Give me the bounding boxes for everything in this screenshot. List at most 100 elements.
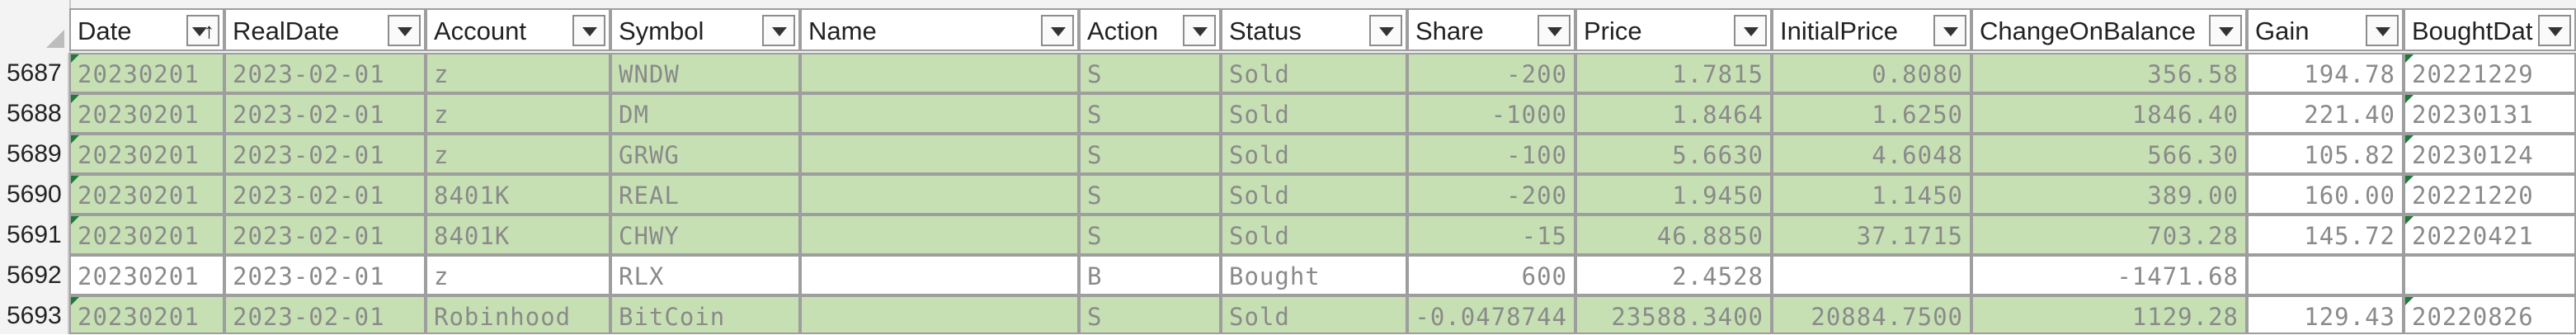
cell-symbol[interactable]: DM xyxy=(610,93,800,134)
cell-realdate[interactable]: 2023-02-01 xyxy=(224,53,426,93)
cell-realdate[interactable]: 2023-02-01 xyxy=(224,174,426,215)
sort-filter-dropdown-button[interactable]: ↑ xyxy=(186,15,219,46)
cell-initialprice[interactable] xyxy=(1772,255,1971,295)
cell-action[interactable]: S xyxy=(1079,174,1221,215)
column-header-share[interactable]: Share xyxy=(1407,8,1575,51)
cell-bought[interactable]: 20220826 xyxy=(2404,295,2576,334)
cell-name[interactable] xyxy=(800,53,1079,93)
cell-initialprice[interactable]: 20884.7500 xyxy=(1772,295,1971,334)
filter-dropdown-button[interactable] xyxy=(2366,15,2399,46)
cell-initialprice[interactable]: 4.6048 xyxy=(1772,134,1971,174)
filter-dropdown-button[interactable] xyxy=(1734,15,1767,46)
cell-bought[interactable]: 20221229 xyxy=(2404,53,2576,93)
cell-bought[interactable]: 20230124 xyxy=(2404,134,2576,174)
cell-change[interactable]: 566.30 xyxy=(1971,134,2247,174)
cell-initialprice[interactable]: 0.8080 xyxy=(1772,53,1971,93)
cell-status[interactable]: Sold xyxy=(1221,53,1407,93)
cell-account[interactable]: z xyxy=(426,134,610,174)
cell-symbol[interactable]: BitCoin xyxy=(610,295,800,334)
cell-share[interactable]: -200 xyxy=(1407,174,1575,215)
cell-account[interactable]: z xyxy=(426,93,610,134)
cell-price[interactable]: 1.7815 xyxy=(1575,53,1772,93)
cell-date[interactable]: 20230201 xyxy=(69,53,224,93)
cell-change[interactable]: 356.58 xyxy=(1971,53,2247,93)
cell-account[interactable]: Robinhood xyxy=(426,295,610,334)
cell-account[interactable]: 8401K xyxy=(426,215,610,255)
cell-gain[interactable]: 105.82 xyxy=(2247,134,2404,174)
cell-status[interactable]: Sold xyxy=(1221,134,1407,174)
cell-realdate[interactable]: 2023-02-01 xyxy=(224,295,426,334)
filter-dropdown-button[interactable] xyxy=(2209,15,2242,46)
column-header-price[interactable]: Price xyxy=(1575,8,1772,51)
cell-symbol[interactable]: RLX xyxy=(610,255,800,295)
cell-action[interactable]: S xyxy=(1079,134,1221,174)
column-header-action[interactable]: Action xyxy=(1079,8,1221,51)
cell-date[interactable]: 20230201 xyxy=(69,93,224,134)
cell-action[interactable]: S xyxy=(1079,215,1221,255)
cell-name[interactable] xyxy=(800,295,1079,334)
cell-gain[interactable]: 194.78 xyxy=(2247,53,2404,93)
cell-symbol[interactable]: REAL xyxy=(610,174,800,215)
column-header-name[interactable]: Name xyxy=(800,8,1079,51)
cell-name[interactable] xyxy=(800,93,1079,134)
column-header-status[interactable]: Status xyxy=(1221,8,1407,51)
filter-dropdown-button[interactable] xyxy=(762,15,795,46)
cell-status[interactable]: Sold xyxy=(1221,93,1407,134)
cell-symbol[interactable]: CHWY xyxy=(610,215,800,255)
cell-price[interactable]: 2.4528 xyxy=(1575,255,1772,295)
row-header[interactable]: 5688 xyxy=(0,93,69,134)
cell-change[interactable]: 1846.40 xyxy=(1971,93,2247,134)
column-header-symbol[interactable]: Symbol xyxy=(610,8,800,51)
column-header-realdate[interactable]: RealDate xyxy=(224,8,426,51)
cell-price[interactable]: 1.9450 xyxy=(1575,174,1772,215)
cell-price[interactable]: 23588.3400 xyxy=(1575,295,1772,334)
cell-action[interactable]: B xyxy=(1079,255,1221,295)
cell-price[interactable]: 46.8850 xyxy=(1575,215,1772,255)
row-header[interactable]: 5692 xyxy=(0,255,69,295)
cell-change[interactable]: 389.00 xyxy=(1971,174,2247,215)
column-header-changeonbalance[interactable]: ChangeOnBalance xyxy=(1971,8,2247,51)
cell-change[interactable]: 1129.28 xyxy=(1971,295,2247,334)
cell-realdate[interactable]: 2023-02-01 xyxy=(224,134,426,174)
cell-share[interactable]: -100 xyxy=(1407,134,1575,174)
cell-realdate[interactable]: 2023-02-01 xyxy=(224,93,426,134)
cell-date[interactable]: 20230201 xyxy=(69,215,224,255)
filter-dropdown-button[interactable] xyxy=(1369,15,1402,46)
cell-name[interactable] xyxy=(800,255,1079,295)
cell-initialprice[interactable]: 1.6250 xyxy=(1772,93,1971,134)
cell-action[interactable]: S xyxy=(1079,295,1221,334)
cell-share[interactable]: -15 xyxy=(1407,215,1575,255)
column-header-boughtdat[interactable]: BoughtDat xyxy=(2404,8,2576,51)
select-all-corner[interactable] xyxy=(0,0,71,53)
cell-share[interactable]: -200 xyxy=(1407,53,1575,93)
cell-account[interactable]: z xyxy=(426,53,610,93)
cell-name[interactable] xyxy=(800,134,1079,174)
row-header[interactable]: 5690 xyxy=(0,174,69,215)
row-header[interactable]: 5687 xyxy=(0,53,69,93)
cell-gain[interactable]: 145.72 xyxy=(2247,215,2404,255)
cell-bought[interactable]: 20221220 xyxy=(2404,174,2576,215)
column-header-date[interactable]: Date ↑ xyxy=(69,8,224,51)
column-header-account[interactable]: Account xyxy=(426,8,610,51)
cell-realdate[interactable]: 2023-02-01 xyxy=(224,255,426,295)
filter-dropdown-button[interactable] xyxy=(572,15,605,46)
row-header[interactable]: 5689 xyxy=(0,134,69,174)
cell-account[interactable]: z xyxy=(426,255,610,295)
column-header-gain[interactable]: Gain xyxy=(2247,8,2404,51)
cell-realdate[interactable]: 2023-02-01 xyxy=(224,215,426,255)
cell-bought[interactable]: 20230131 xyxy=(2404,93,2576,134)
filter-dropdown-button[interactable] xyxy=(1538,15,1571,46)
cell-status[interactable]: Sold xyxy=(1221,295,1407,334)
cell-share[interactable]: 600 xyxy=(1407,255,1575,295)
filter-dropdown-button[interactable] xyxy=(1041,15,1074,46)
cell-action[interactable]: S xyxy=(1079,53,1221,93)
cell-share[interactable]: -1000 xyxy=(1407,93,1575,134)
filter-dropdown-button[interactable] xyxy=(1183,15,1216,46)
filter-dropdown-button[interactable] xyxy=(2538,15,2571,46)
cell-date[interactable]: 20230201 xyxy=(69,134,224,174)
cell-action[interactable]: S xyxy=(1079,93,1221,134)
cell-gain[interactable]: 129.43 xyxy=(2247,295,2404,334)
cell-gain[interactable]: 221.40 xyxy=(2247,93,2404,134)
cell-name[interactable] xyxy=(800,215,1079,255)
cell-price[interactable]: 5.6630 xyxy=(1575,134,1772,174)
